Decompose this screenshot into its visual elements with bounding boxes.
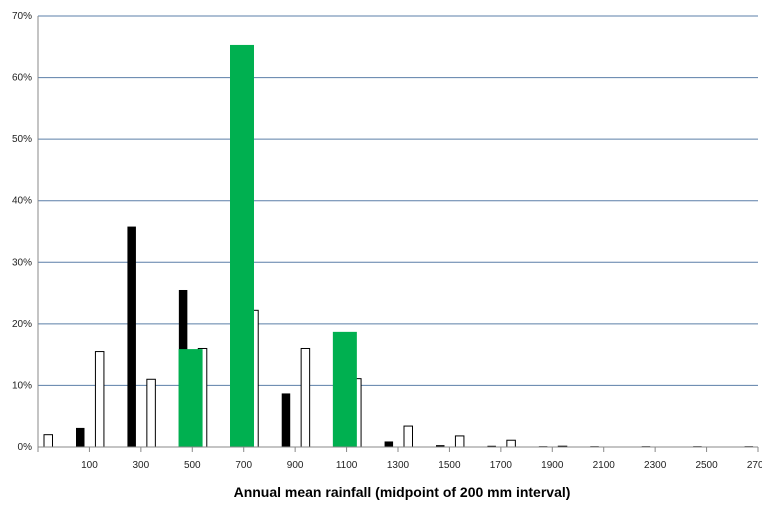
x-tick-label: 2500	[695, 460, 718, 471]
grid-layer	[38, 15, 758, 386]
black-bar	[436, 445, 445, 447]
x-axis-title: Annual mean rainfall (midpoint of 200 mm…	[234, 484, 571, 500]
green-bar	[178, 349, 203, 447]
black-bar	[487, 445, 496, 447]
white-bar	[506, 439, 516, 448]
black-bar	[127, 226, 136, 447]
x-tick-label: 1900	[541, 460, 564, 471]
y-tick-label: 50%	[12, 134, 32, 145]
x-tick-label: 700	[235, 460, 252, 471]
x-tick-label: 2100	[593, 460, 616, 471]
black-bar	[281, 393, 291, 447]
x-tick-label: 100	[81, 460, 98, 471]
x-tick-label: 1300	[387, 460, 410, 471]
white-bar	[146, 378, 156, 448]
y-tick-label: 30%	[12, 257, 32, 268]
x-tick-label: 900	[287, 460, 304, 471]
x-tick-label: 1700	[490, 460, 513, 471]
white-bar	[300, 347, 311, 448]
y-tick-label: 20%	[12, 319, 32, 330]
y-tick-label: 70%	[12, 11, 32, 22]
black-bar	[76, 427, 85, 447]
x-tick-label: 300	[133, 460, 150, 471]
x-tick-label: 1100	[336, 460, 358, 471]
x-tick-label: 500	[184, 460, 201, 471]
white-bar	[403, 425, 413, 448]
black-bar	[384, 441, 394, 447]
white-bar	[43, 434, 53, 448]
white-bar	[94, 351, 105, 448]
x-tick-label: 2700	[747, 460, 762, 471]
white-bar	[454, 435, 465, 448]
x-tick-label: 1500	[438, 460, 461, 471]
bar-layer	[43, 44, 754, 448]
green-bar	[230, 44, 254, 448]
x-tick-label: 2300	[644, 460, 667, 471]
y-tick-label: 10%	[12, 380, 32, 391]
axis-layer: 0% 10% 20% 30% 40% 50% 60% 70% 100 300 500 700 900 11…	[12, 11, 762, 471]
green-bar	[332, 331, 357, 447]
y-tick-label: 40%	[12, 196, 32, 207]
y-tick-label: 60%	[12, 73, 32, 84]
y-tick-label: 0%	[18, 442, 33, 453]
